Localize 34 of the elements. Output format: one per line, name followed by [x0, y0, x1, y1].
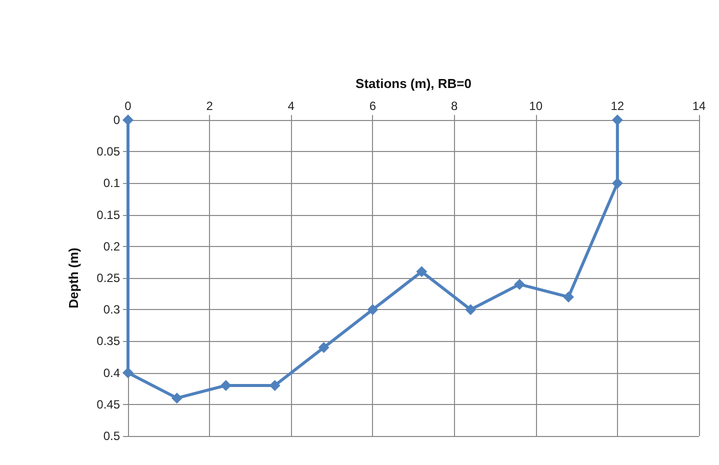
point — [465, 304, 476, 316]
point — [122, 114, 134, 126]
point — [367, 304, 378, 316]
y-tick-label: 0.15 — [96, 208, 120, 222]
point — [122, 367, 134, 378]
point — [612, 178, 623, 189]
y-tick-label: 0.35 — [96, 334, 120, 348]
x-axis-title: Stations (m), RB=0 — [356, 76, 472, 91]
y-axis-title: Depth (m) — [66, 248, 81, 308]
y-tick-label: 0.25 — [96, 271, 120, 285]
x-tick-label: 14 — [692, 99, 706, 113]
x-tick-label: 2 — [206, 99, 214, 113]
y-tick-label: 0.45 — [96, 397, 120, 412]
point — [220, 380, 232, 391]
point — [318, 342, 330, 354]
x-tick-label: 10 — [529, 99, 543, 113]
x-tick-label: 4 — [288, 99, 295, 113]
y-tick-label: 0.3 — [103, 302, 120, 317]
y-tick-label: 0.1 — [103, 176, 120, 190]
point — [171, 392, 182, 404]
x-tick-label: 8 — [450, 99, 458, 113]
point — [612, 114, 623, 126]
point — [269, 380, 280, 391]
x-tick-label: 0 — [124, 99, 132, 113]
point — [416, 266, 428, 278]
x-tick-label: 6 — [369, 99, 376, 113]
x-tick-label: 12 — [610, 99, 624, 113]
point — [562, 291, 574, 302]
y-tick-label: 0.2 — [103, 239, 120, 254]
y-tick-label: 0.05 — [96, 144, 120, 159]
y-tick-label: 0 — [113, 113, 120, 127]
point — [514, 278, 526, 290]
y-tick-label: 0.4 — [103, 366, 120, 380]
y-tick-label: 0.5 — [103, 429, 120, 443]
